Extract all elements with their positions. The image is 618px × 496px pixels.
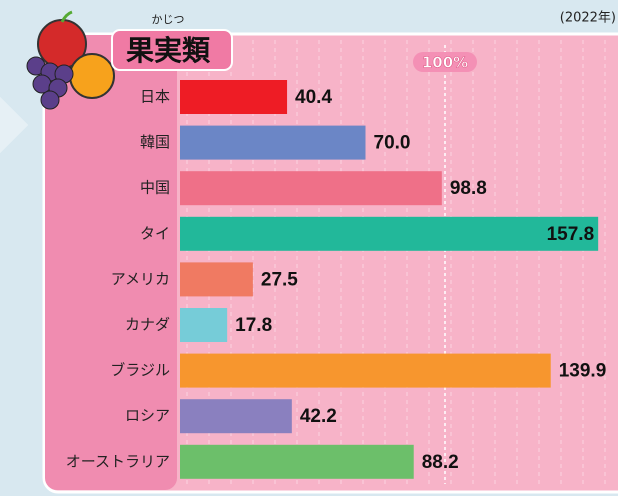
value-label: 139.9 [559,361,607,382]
value-label: 98.8 [450,178,487,199]
category-label: 中国 [140,179,170,197]
value-label: 17.8 [235,315,272,336]
title-ruby: かじつ [152,13,185,26]
value-label: 40.4 [295,87,332,108]
category-label: タイ [140,224,170,242]
bar [180,354,551,388]
bar [180,262,253,296]
chart: かじつ 果実類 (2022年) 100% 日本 40.4 韓国 70.0 中国 98.8 タイ… [0,0,618,496]
bar [180,171,442,205]
category-label: カナダ [125,316,170,334]
category-label: アメリカ [111,270,170,288]
category-label: 日本 [140,88,170,106]
category-label: ロシア [125,407,170,425]
bar [180,399,292,433]
x-tick-label: 100% [422,54,468,72]
chart-title: 果実類 [126,34,211,67]
bar [180,308,227,342]
bar [180,217,598,251]
value-label: 88.2 [422,452,459,473]
value-label: 157.8 [547,224,595,245]
bar [180,445,414,479]
value-label: 42.2 [300,406,337,427]
value-label: 70.0 [374,133,411,154]
category-label: オーストラリア [66,452,170,470]
category-label: 韓国 [140,133,170,151]
category-label: ブラジル [110,361,170,379]
value-label: 27.5 [261,269,298,290]
bar [180,126,366,160]
bar [180,80,287,114]
note: (2022年) [560,11,616,26]
